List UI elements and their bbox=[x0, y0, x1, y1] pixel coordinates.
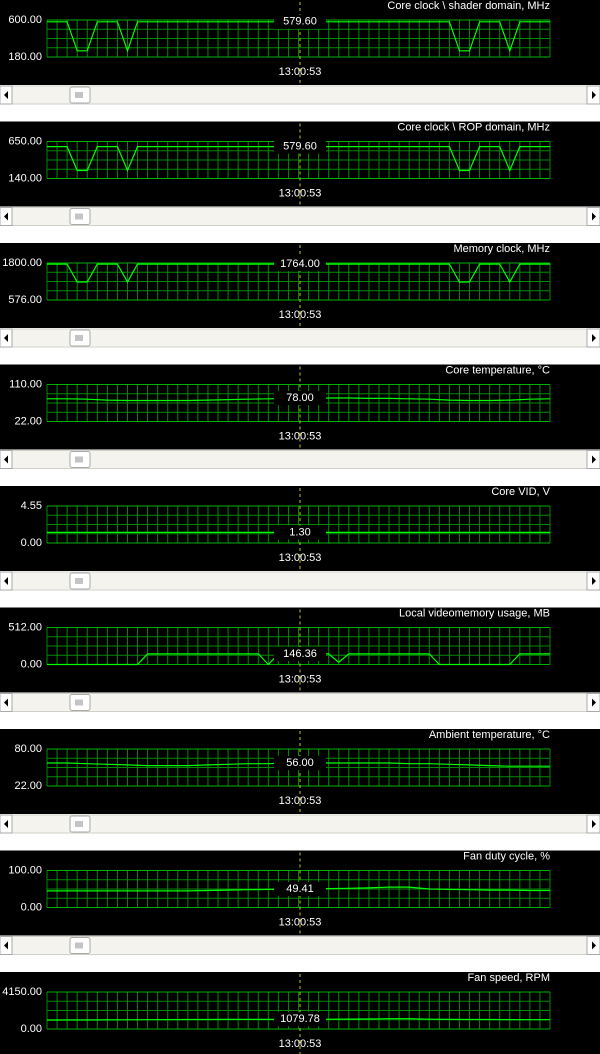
scrollbar-track[interactable] bbox=[0, 207, 600, 226]
current-value: 1079.78 bbox=[280, 1013, 320, 1025]
panel-title: Core temperature, °C bbox=[445, 364, 550, 376]
panel-title: Core clock \ shader domain, MHz bbox=[387, 0, 550, 12]
current-value-background bbox=[274, 525, 326, 540]
arrow-left bbox=[4, 212, 8, 221]
arrow-right bbox=[592, 820, 596, 828]
y-tick-label: 4150.00 bbox=[2, 986, 42, 998]
y-tick-label: 22.00 bbox=[14, 415, 42, 427]
arrow-left bbox=[4, 577, 8, 585]
current-value-background bbox=[274, 257, 326, 272]
arrow-right bbox=[592, 941, 596, 950]
current-value: 78.00 bbox=[286, 392, 314, 404]
y-tick-label: 0.00 bbox=[21, 901, 42, 913]
arrow-right bbox=[592, 91, 596, 99]
arrow-right bbox=[592, 334, 596, 342]
current-value: 579.60 bbox=[283, 16, 317, 28]
time-label: 13:00:53 bbox=[279, 187, 322, 199]
y-tick-label: 4.55 bbox=[21, 500, 42, 512]
current-value-background bbox=[274, 139, 326, 154]
arrow-right bbox=[592, 455, 596, 464]
time-label: 13:00:53 bbox=[279, 430, 322, 442]
current-value-background bbox=[274, 882, 326, 896]
current-value-background bbox=[274, 646, 326, 661]
arrow-left bbox=[4, 941, 8, 950]
current-value-background bbox=[274, 390, 326, 405]
arrow-right bbox=[592, 212, 596, 221]
arrow-right bbox=[592, 698, 596, 707]
current-value: 49.41 bbox=[286, 883, 314, 895]
scrollbar-track[interactable] bbox=[0, 85, 600, 105]
y-tick-label: 0.00 bbox=[21, 658, 42, 670]
panel-title: Fan speed, RPM bbox=[467, 972, 550, 984]
y-tick-label: 80.00 bbox=[14, 743, 42, 755]
y-tick-label: 576.00 bbox=[8, 294, 42, 306]
scrollbar-track[interactable] bbox=[0, 693, 600, 712]
y-tick-label: 1800.00 bbox=[2, 257, 42, 269]
time-label: 13:00:53 bbox=[279, 309, 322, 321]
y-tick-label: 22.00 bbox=[14, 780, 42, 792]
panel-title: Core clock \ ROP domain, MHz bbox=[397, 121, 550, 133]
scrollbar-track[interactable] bbox=[0, 450, 600, 469]
arrow-left bbox=[4, 334, 8, 342]
current-value: 56.00 bbox=[286, 757, 314, 769]
time-label: 13:00:53 bbox=[279, 795, 322, 807]
y-tick-label: 0.00 bbox=[21, 537, 42, 549]
arrow-right bbox=[592, 577, 596, 585]
time-label: 13:00:53 bbox=[279, 1038, 322, 1050]
arrow-left bbox=[4, 820, 8, 828]
current-value-background bbox=[274, 1012, 326, 1027]
arrow-left bbox=[4, 698, 8, 707]
current-value: 579.60 bbox=[283, 141, 317, 153]
y-tick-label: 0.00 bbox=[21, 1023, 42, 1035]
y-tick-label: 100.00 bbox=[8, 864, 42, 876]
current-value: 146.36 bbox=[283, 648, 317, 660]
panel-title: Fan duty cycle, % bbox=[463, 850, 550, 862]
y-tick-label: 180.00 bbox=[8, 51, 42, 63]
arrow-left bbox=[4, 455, 8, 464]
current-value-background bbox=[274, 756, 326, 771]
y-tick-label: 512.00 bbox=[8, 621, 42, 633]
scrollbar-track[interactable] bbox=[0, 936, 600, 955]
time-label: 13:00:53 bbox=[279, 66, 322, 78]
current-value-background bbox=[274, 14, 326, 29]
y-tick-label: 650.00 bbox=[8, 135, 42, 147]
current-value: 1764.00 bbox=[280, 258, 320, 270]
panel-title: Memory clock, MHz bbox=[453, 243, 550, 255]
arrow-left bbox=[4, 91, 8, 99]
scrollbar-track[interactable] bbox=[0, 328, 600, 348]
time-label: 13:00:53 bbox=[279, 673, 322, 685]
time-label: 13:00:53 bbox=[279, 552, 322, 564]
y-tick-label: 600.00 bbox=[8, 14, 42, 26]
scrollbar-track[interactable] bbox=[0, 814, 600, 834]
panel-title: Ambient temperature, °C bbox=[429, 729, 550, 741]
scrollbar-track[interactable] bbox=[0, 571, 600, 591]
time-label: 13:00:53 bbox=[279, 916, 322, 928]
current-value: 1.30 bbox=[289, 526, 310, 538]
panel-title: Local videomemory usage, MB bbox=[399, 607, 550, 619]
panel-title: Core VID, V bbox=[491, 486, 550, 498]
y-tick-label: 140.00 bbox=[8, 172, 42, 184]
y-tick-label: 110.00 bbox=[9, 378, 42, 390]
